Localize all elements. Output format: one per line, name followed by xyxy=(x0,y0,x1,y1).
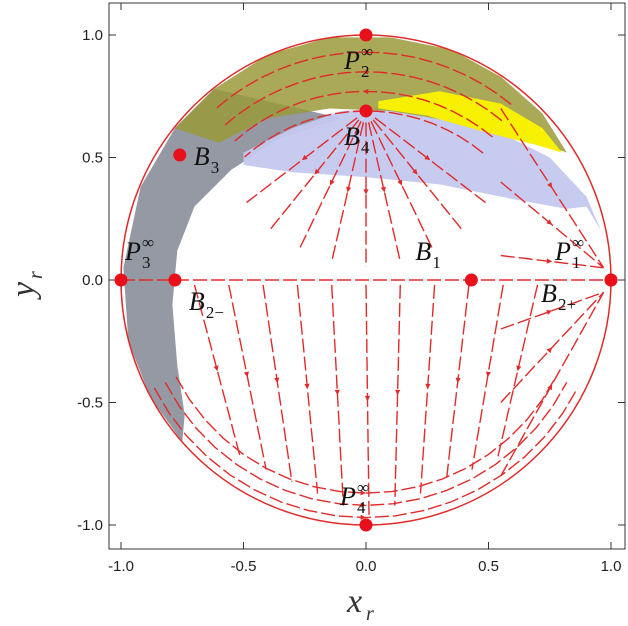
y-tick-label: 0.5 xyxy=(82,150,103,167)
streamline xyxy=(501,292,604,402)
streamline xyxy=(263,285,292,482)
streamline xyxy=(176,377,556,493)
point-label: P xyxy=(554,237,571,266)
point-label: P xyxy=(339,482,356,511)
x-axis-label: x r xyxy=(346,583,374,625)
point-label-sup: ∞ xyxy=(361,42,373,61)
critical-point-b3 xyxy=(173,149,186,162)
stream-arrow xyxy=(365,396,370,401)
x-axis-label-main: x xyxy=(346,583,362,620)
point-label-sup: ∞ xyxy=(142,233,154,252)
critical-point-b2+ xyxy=(605,274,618,287)
x-tick-label: 0.5 xyxy=(478,558,499,575)
point-label-sup: ∞ xyxy=(572,233,584,252)
point-label-sub: 1 xyxy=(572,253,581,272)
point-label-sub: 2− xyxy=(206,303,224,322)
streamline xyxy=(446,285,469,482)
x-tick-label: -1.0 xyxy=(108,558,134,575)
critical-point-b2− xyxy=(168,274,181,287)
y-axis-label-sub: r xyxy=(25,271,47,279)
stream-arrow xyxy=(486,372,491,378)
stream-arrow xyxy=(547,347,553,353)
point-label-sub: 4 xyxy=(361,138,370,157)
stream-arrow xyxy=(335,390,340,396)
stream-arrow xyxy=(346,187,351,193)
point-label-sub: 1 xyxy=(432,253,441,272)
streamline xyxy=(332,285,344,506)
y-tick-label: 0.0 xyxy=(82,272,103,289)
point-label-sub: 3 xyxy=(211,158,220,177)
point-label: P xyxy=(124,237,141,266)
critical-point-p3 xyxy=(115,274,128,287)
x-tick-label: -0.5 xyxy=(231,558,257,575)
stream-arrow xyxy=(516,365,521,371)
y-tick-label: -1.0 xyxy=(77,517,103,534)
critical-point-b1 xyxy=(465,274,478,287)
stream-arrow xyxy=(547,258,553,263)
point-label: B xyxy=(415,237,431,266)
critical-point-p2 xyxy=(360,29,373,42)
streamline xyxy=(229,285,266,470)
streamline xyxy=(472,285,503,470)
point-label-sub: 3 xyxy=(142,253,151,272)
point-label: B xyxy=(194,142,210,171)
x-axis-label-sub: r xyxy=(366,603,374,625)
stream-arrow xyxy=(363,189,368,194)
y-tick-label: -0.5 xyxy=(77,395,103,412)
stream-arrow xyxy=(546,310,552,315)
point-label-sub: 2 xyxy=(361,62,370,81)
point-label-sup: ∞ xyxy=(357,478,369,497)
x-tick-label: 0.0 xyxy=(356,558,377,575)
y-tick-label: 1.0 xyxy=(82,27,103,44)
stream-arrow xyxy=(244,371,249,377)
x-tick-label: 1.0 xyxy=(601,558,622,575)
stream-arrow xyxy=(381,187,386,193)
point-label: B xyxy=(541,279,557,308)
critical-point-p4 xyxy=(360,519,373,532)
stream-arrow xyxy=(425,384,430,390)
y-axis-label-main: y xyxy=(5,281,42,300)
stream-arrow xyxy=(395,390,400,395)
point-label: P xyxy=(343,46,360,75)
y-axis-label: y r xyxy=(5,271,47,300)
critical-point-b4 xyxy=(360,104,373,117)
point-label-sub: 2+ xyxy=(558,295,576,314)
stream-arrow xyxy=(214,365,219,371)
point-label-sub: 4 xyxy=(357,498,366,517)
streamline xyxy=(501,256,604,268)
point-label: B xyxy=(189,287,205,316)
point-label: B xyxy=(344,122,360,151)
